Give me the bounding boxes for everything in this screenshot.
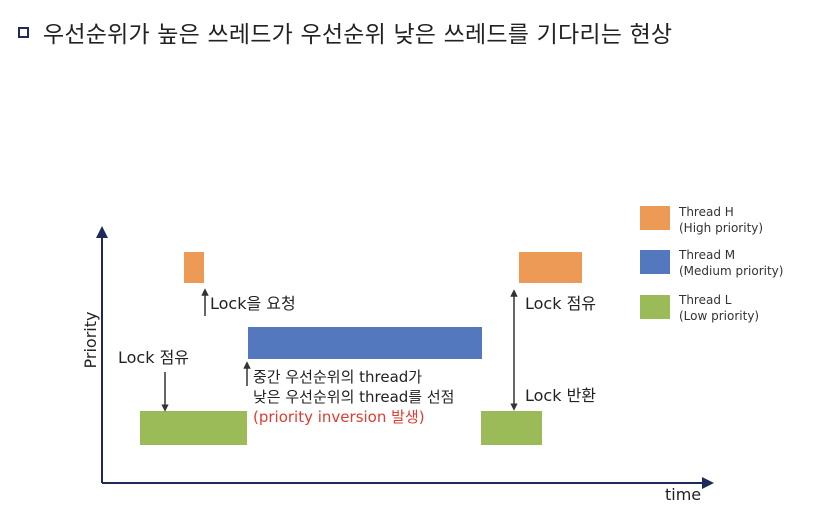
legend-name-thread-m: Thread M	[678, 248, 735, 262]
thread-h-block-2	[519, 252, 582, 283]
legend-swatch-thread-l	[640, 295, 670, 319]
x-axis-label: time	[665, 485, 701, 504]
thread-l-block-2	[481, 411, 542, 445]
slide-title: 우선순위가 높은 쓰레드가 우선순위 낮은 쓰레드를 기다리는 현상	[43, 22, 673, 48]
lock-request-label: Lock을 요청	[210, 294, 296, 313]
legend-desc-thread-m: (Medium priority)	[679, 264, 783, 278]
lock-hold-left-label: Lock 점유	[118, 348, 189, 367]
legend-desc-thread-l: (Low priority)	[679, 309, 759, 323]
bullet-square-icon	[18, 26, 29, 38]
legend-swatch-thread-m	[640, 250, 670, 274]
legend-swatch-thread-h	[640, 206, 670, 230]
y-axis-label: Priority	[81, 312, 100, 369]
priority-inversion-label: (priority inversion 발생)	[253, 408, 425, 426]
legend: Thread H (High priority) Thread M (Mediu…	[640, 205, 783, 323]
title-row: 우선순위가 높은 쓰레드가 우선순위 낮은 쓰레드를 기다리는 현상	[18, 14, 672, 50]
legend-name-thread-l: Thread L	[678, 293, 732, 307]
preempt-label-line1: 중간 우선순위의 thread가	[253, 368, 422, 386]
thread-h-block-1	[184, 252, 204, 283]
legend-name-thread-h: Thread H	[678, 205, 734, 219]
lock-release-label: Lock 반환	[525, 386, 596, 405]
thread-m-block	[248, 327, 482, 359]
thread-l-block-1	[140, 411, 247, 445]
lock-hold-right-label: Lock 점유	[525, 294, 596, 313]
preempt-label-line2: 낮은 우선순위의 thread를 선점	[253, 388, 454, 406]
legend-desc-thread-h: (High priority)	[679, 221, 763, 235]
